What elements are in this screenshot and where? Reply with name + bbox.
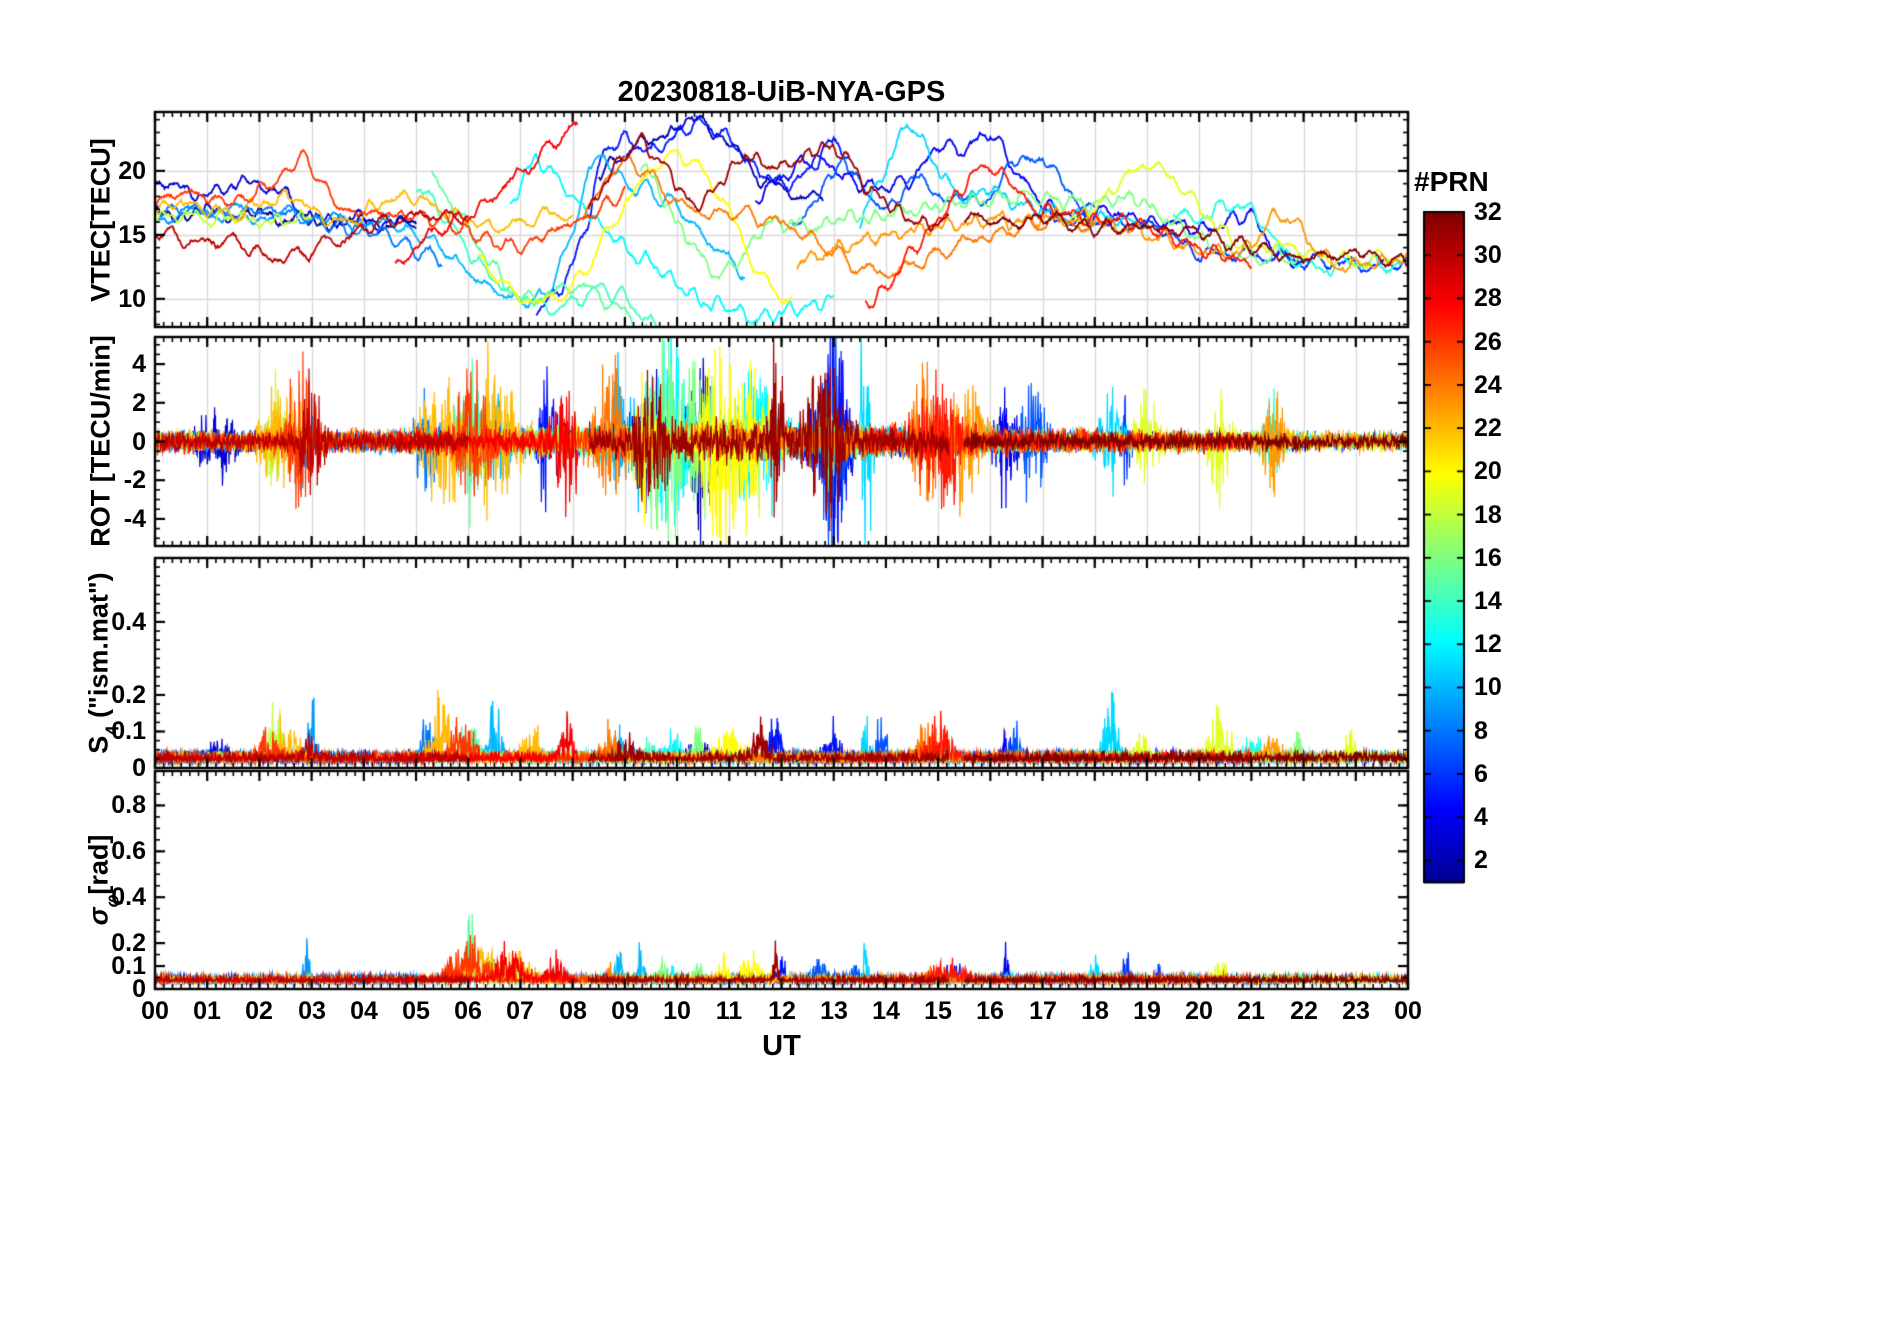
y-tick-label: -4 — [123, 505, 146, 533]
x-tick-label: 04 — [350, 997, 378, 1025]
colorbar-tick-label: 26 — [1474, 328, 1502, 356]
y-tick-label: 20 — [118, 157, 146, 185]
x-axis-label: UT — [762, 1030, 801, 1062]
colorbar-tick-label: 22 — [1474, 414, 1502, 442]
colorbar-tick-label: 30 — [1474, 241, 1502, 269]
colorbar-tick-label: 16 — [1474, 544, 1502, 572]
x-tick-label: 16 — [976, 997, 1004, 1025]
x-tick-label: 10 — [663, 997, 691, 1025]
colorbar-tick-label: 8 — [1474, 717, 1488, 745]
x-tick-label: 20 — [1185, 997, 1213, 1025]
y-tick-label: 0.2 — [111, 681, 146, 709]
colorbar-title: #PRN — [1414, 166, 1489, 197]
y-tick-label: -2 — [123, 466, 146, 494]
colorbar-tick-label: 12 — [1474, 630, 1502, 658]
colorbar-tick-label: 2 — [1474, 846, 1488, 874]
x-tick-label: 22 — [1290, 997, 1318, 1025]
x-tick-label: 18 — [1081, 997, 1109, 1025]
colorbar-tick-label: 10 — [1474, 673, 1502, 701]
x-tick-label: 02 — [245, 997, 273, 1025]
x-tick-label: 01 — [193, 997, 221, 1025]
y-tick-label: 0.1 — [111, 717, 146, 745]
y-tick-label: 0.4 — [111, 883, 146, 911]
colorbar-tick-label: 18 — [1474, 501, 1502, 529]
y-tick-label: 15 — [118, 221, 146, 249]
x-tick-label: 19 — [1133, 997, 1161, 1025]
colorbar-tick-label: 28 — [1474, 284, 1502, 312]
colorbar-tick-label: 4 — [1474, 803, 1488, 831]
y-tick-label: 0 — [132, 428, 146, 456]
x-tick-label: 21 — [1237, 997, 1265, 1025]
colorbar-tick-label: 24 — [1474, 371, 1502, 399]
x-tick-label: 11 — [715, 997, 743, 1025]
x-tick-label: 15 — [924, 997, 952, 1025]
x-tick-label: 03 — [298, 997, 326, 1025]
y-tick-label: 4 — [132, 350, 146, 378]
y-tick-label: 0.8 — [111, 791, 146, 819]
y-tick-label: 0.4 — [111, 608, 146, 636]
colorbar-tick-label: 14 — [1474, 587, 1502, 615]
y-tick-label: 0.6 — [111, 837, 146, 865]
x-tick-label: 13 — [820, 997, 848, 1025]
y-tick-label: 0 — [132, 754, 146, 782]
colorbar-tick-label: 20 — [1474, 457, 1502, 485]
x-tick-label: 08 — [559, 997, 587, 1025]
colorbar-tick-label: 32 — [1474, 198, 1502, 226]
y-tick-label: 0.2 — [111, 929, 146, 957]
y-tick-label: 0.1 — [111, 952, 146, 980]
x-tick-label: 07 — [506, 997, 534, 1025]
y-tick-label: 2 — [132, 389, 146, 417]
x-tick-label: 09 — [611, 997, 639, 1025]
y-tick-label: 0 — [132, 975, 146, 1003]
x-tick-label: 12 — [768, 997, 796, 1025]
x-tick-label: 23 — [1342, 997, 1370, 1025]
x-tick-label: 17 — [1029, 997, 1057, 1025]
x-tick-label: 05 — [402, 997, 430, 1025]
x-tick-label: 00 — [141, 997, 169, 1025]
y-tick-label: 10 — [118, 285, 146, 313]
chart-title: 20230818-UiB-NYA-GPS — [617, 76, 946, 108]
x-tick-label: 14 — [872, 997, 900, 1025]
x-tick-label: 00 — [1394, 997, 1422, 1025]
colorbar-tick-label: 6 — [1474, 760, 1488, 788]
x-tick-label: 06 — [454, 997, 482, 1025]
